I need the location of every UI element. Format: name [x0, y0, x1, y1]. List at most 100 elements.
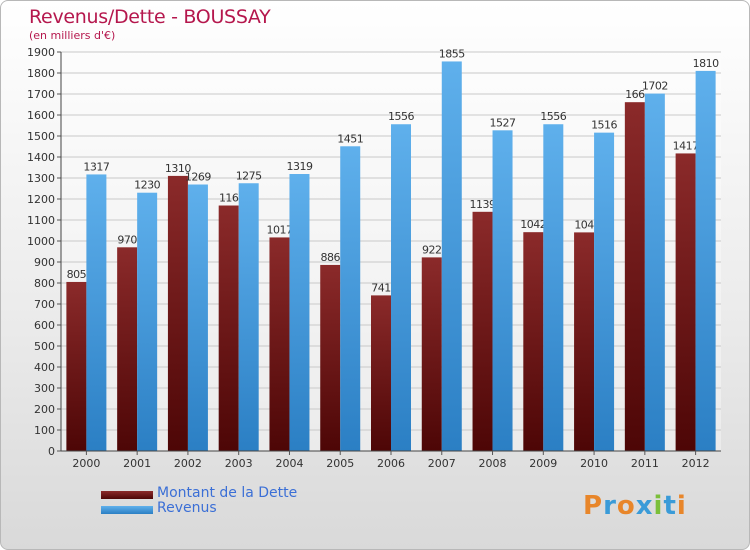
- y-tick-label: 300: [34, 382, 55, 395]
- y-tick-label: 0: [48, 445, 55, 458]
- legend-swatch-revenus: [101, 506, 153, 514]
- logo-letter: t: [663, 491, 677, 521]
- bar-revenus: [441, 61, 462, 451]
- y-tick-label: 800: [34, 277, 55, 290]
- bar-revenus: [695, 70, 716, 452]
- logo-letter: r: [603, 491, 617, 521]
- data-label-dette: 116: [219, 192, 239, 205]
- bar-revenus: [238, 183, 259, 451]
- bar-revenus: [340, 146, 361, 452]
- data-label-dette: 1310: [165, 162, 191, 175]
- data-label-revenus: 1556: [540, 110, 566, 123]
- y-tick-label: 700: [34, 298, 55, 311]
- proxiti-logo: Proxiti: [583, 491, 687, 521]
- y-tick-label: 1400: [27, 151, 55, 164]
- data-label-dette: 741: [371, 281, 391, 294]
- logo-letter: o: [616, 491, 636, 521]
- legend-swatch-dette: [101, 491, 153, 499]
- data-label-dette: 1042: [520, 218, 546, 231]
- logo-letter: x: [635, 491, 654, 521]
- chart-title: Revenus/Dette - BOUSSAY: [29, 6, 271, 28]
- logo-letter: P: [583, 491, 604, 521]
- legend-label-revenus: Revenus: [157, 500, 217, 516]
- logo-letter: i: [653, 491, 664, 521]
- data-label-revenus: 1451: [337, 132, 363, 145]
- data-label-dette: 1017: [266, 223, 292, 236]
- data-label-revenus: 1516: [591, 119, 617, 132]
- bar-dette: [371, 295, 391, 451]
- bar-dette: [472, 211, 493, 451]
- data-label-dette: 1139: [470, 198, 496, 211]
- x-tick-label: 2010: [580, 457, 608, 470]
- bar-revenus: [289, 174, 310, 451]
- y-tick-label: 1700: [27, 88, 55, 101]
- data-label-revenus: 1527: [490, 116, 516, 129]
- x-tick-label: 2008: [479, 457, 507, 470]
- bar-dette: [421, 257, 442, 451]
- logo-letter: i: [676, 491, 687, 521]
- x-tick-label: 2007: [428, 457, 456, 470]
- x-tick-label: 2002: [174, 457, 202, 470]
- data-label-dette: 886: [320, 251, 340, 264]
- y-tick-label: 1200: [27, 193, 55, 206]
- x-tick-label: 2005: [326, 457, 354, 470]
- data-label-dette: 1417: [673, 139, 699, 152]
- bar-dette: [218, 205, 239, 451]
- data-label-dette: 922: [422, 243, 442, 256]
- y-tick-label: 1800: [27, 67, 55, 80]
- data-label-revenus: 1810: [693, 57, 719, 70]
- y-tick-label: 500: [34, 340, 55, 353]
- data-label-dette: 166: [625, 88, 645, 101]
- bar-revenus: [543, 124, 564, 452]
- y-tick-label: 1900: [27, 46, 55, 59]
- y-tick-label: 1500: [27, 130, 55, 143]
- data-label-revenus: 1855: [439, 47, 465, 60]
- y-tick-label: 200: [34, 403, 55, 416]
- bar-dette: [574, 232, 595, 451]
- data-label-dette: 970: [117, 233, 137, 246]
- bar-revenus: [492, 130, 513, 451]
- data-label-revenus: 1556: [388, 110, 414, 123]
- x-tick-label: 2004: [275, 457, 303, 470]
- x-tick-label: 2012: [682, 457, 710, 470]
- y-tick-label: 1600: [27, 109, 55, 122]
- data-label-revenus: 1230: [134, 179, 160, 192]
- bar-dette: [320, 264, 341, 451]
- chart-subtitle: (en milliers d'€): [29, 29, 116, 42]
- y-tick-label: 1000: [27, 235, 55, 248]
- bar-dette: [269, 237, 290, 451]
- bar-revenus: [391, 124, 411, 452]
- y-tick-label: 400: [34, 361, 55, 374]
- x-tick-label: 2001: [123, 457, 151, 470]
- data-label-dette: 104: [574, 218, 594, 231]
- bar-dette: [167, 175, 188, 451]
- x-tick-label: 2006: [377, 457, 405, 470]
- y-tick-label: 100: [34, 424, 55, 437]
- data-label-revenus: 1317: [83, 160, 109, 173]
- bar-revenus: [594, 132, 615, 451]
- y-tick-label: 1300: [27, 172, 55, 185]
- bar-dette: [66, 281, 87, 451]
- x-tick-label: 2009: [529, 457, 557, 470]
- bar-dette: [624, 102, 645, 451]
- bar-revenus: [644, 93, 665, 451]
- axes: 0 100 200 300 400 500 600 700 800 900 1000 1100 1200…: [27, 46, 721, 470]
- bar-dette: [523, 232, 544, 451]
- x-tick-label: 2003: [225, 457, 253, 470]
- data-label-dette: 805: [67, 268, 87, 281]
- legend-label-dette: Montant de la Dette: [157, 485, 298, 501]
- y-tick-label: 900: [34, 256, 55, 269]
- bar-revenus: [187, 184, 208, 451]
- y-tick-label: 600: [34, 319, 55, 332]
- data-label-revenus: 1702: [642, 80, 668, 93]
- x-tick-label: 2011: [631, 457, 659, 470]
- bar-revenus: [86, 174, 107, 451]
- bar-dette: [675, 153, 696, 451]
- bar-revenus: [137, 192, 158, 451]
- x-tick-label: 2000: [72, 457, 100, 470]
- bar-dette: [117, 247, 138, 451]
- data-label-revenus: 1275: [236, 169, 262, 182]
